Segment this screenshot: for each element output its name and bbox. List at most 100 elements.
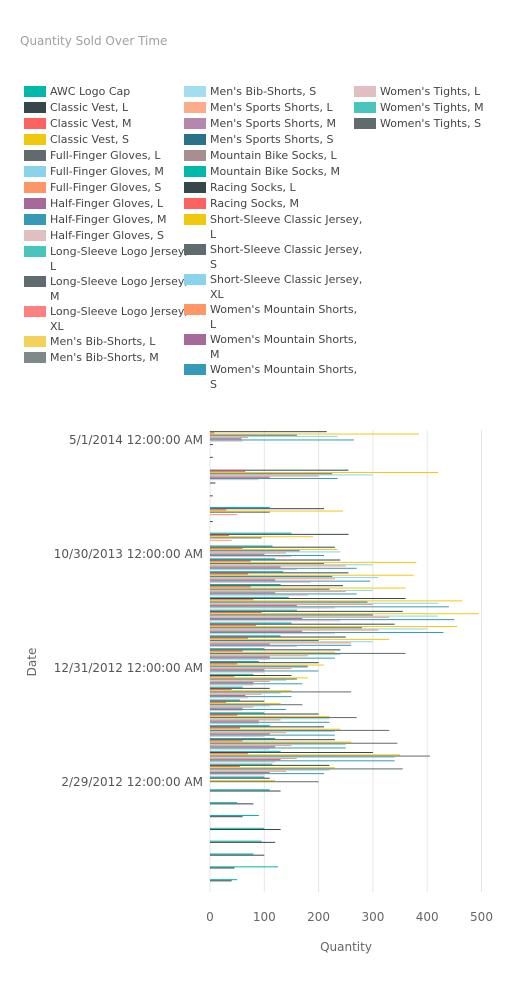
bar[interactable]	[210, 829, 281, 831]
bar[interactable]	[210, 574, 414, 576]
bar[interactable]	[210, 677, 308, 679]
bar[interactable]	[210, 747, 346, 749]
bar[interactable]	[210, 613, 479, 615]
bar[interactable]	[210, 753, 249, 755]
legend-item[interactable]: Half-Finger Gloves, S	[24, 228, 164, 243]
bar[interactable]	[210, 735, 265, 737]
bar[interactable]	[210, 580, 371, 582]
bar[interactable]	[210, 815, 259, 816]
legend-item[interactable]: Half-Finger Gloves, L	[24, 196, 163, 211]
bar[interactable]	[210, 511, 270, 513]
bar[interactable]	[210, 545, 273, 547]
bar[interactable]	[210, 577, 379, 579]
bar[interactable]	[210, 720, 259, 722]
bar[interactable]	[210, 532, 292, 534]
bar[interactable]	[210, 706, 254, 708]
bar[interactable]	[210, 771, 270, 773]
bar[interactable]	[210, 650, 243, 652]
legend-item[interactable]: Men's Bib-Shorts, L	[24, 334, 155, 349]
bar[interactable]	[210, 510, 344, 512]
bar[interactable]	[210, 679, 287, 681]
bar[interactable]	[210, 444, 213, 446]
bar[interactable]	[210, 668, 292, 670]
bar[interactable]	[210, 708, 287, 710]
bar[interactable]	[210, 738, 276, 739]
bar[interactable]	[210, 769, 330, 771]
bar[interactable]	[210, 533, 349, 535]
bar[interactable]	[210, 729, 390, 731]
bar[interactable]	[210, 739, 335, 741]
bar[interactable]	[210, 732, 287, 734]
bar[interactable]	[210, 741, 352, 743]
bar[interactable]	[210, 601, 368, 603]
bar[interactable]	[210, 588, 330, 590]
bar[interactable]	[210, 607, 335, 609]
bar[interactable]	[210, 479, 259, 481]
bar[interactable]	[210, 683, 303, 685]
bar[interactable]	[210, 593, 357, 595]
bar[interactable]	[210, 755, 430, 757]
bar[interactable]	[210, 754, 401, 756]
bar[interactable]	[210, 546, 335, 548]
bar[interactable]	[210, 550, 300, 552]
bar[interactable]	[210, 766, 240, 768]
bar[interactable]	[210, 559, 341, 561]
bar[interactable]	[210, 712, 265, 714]
bar[interactable]	[210, 734, 335, 736]
bar[interactable]	[210, 745, 292, 747]
bar[interactable]	[210, 649, 341, 651]
bar[interactable]	[210, 866, 278, 868]
bar[interactable]	[210, 781, 319, 783]
bar[interactable]	[210, 552, 287, 554]
bar[interactable]	[210, 691, 352, 693]
bar[interactable]	[210, 803, 254, 805]
bar[interactable]	[210, 740, 243, 742]
bar[interactable]	[210, 710, 243, 712]
bar[interactable]	[210, 648, 265, 650]
bar[interactable]	[210, 589, 373, 591]
bar[interactable]	[210, 652, 406, 654]
bar[interactable]	[210, 567, 357, 569]
bar[interactable]	[210, 767, 335, 769]
bar[interactable]	[210, 469, 349, 471]
bar[interactable]	[210, 537, 262, 539]
bar[interactable]	[210, 551, 341, 553]
bar[interactable]	[210, 664, 325, 666]
bar[interactable]	[210, 558, 276, 560]
bar[interactable]	[210, 470, 246, 472]
bar[interactable]	[210, 718, 330, 720]
legend-item[interactable]: Long-Sleeve Logo Jersey, XL	[24, 304, 188, 334]
legend-item[interactable]: Women's Tights, S	[354, 116, 481, 131]
bar[interactable]	[210, 689, 232, 691]
bar[interactable]	[210, 568, 297, 570]
legend-item[interactable]: Long-Sleeve Logo Jersey, L	[24, 244, 188, 274]
bar[interactable]	[210, 658, 270, 660]
bar[interactable]	[210, 578, 335, 580]
legend-item[interactable]: Short-Sleeve Classic Jersey, S	[184, 242, 362, 272]
bar[interactable]	[210, 776, 265, 778]
bar[interactable]	[210, 671, 265, 673]
bar[interactable]	[210, 563, 325, 565]
bar[interactable]	[210, 644, 352, 646]
bar[interactable]	[210, 880, 232, 882]
bar[interactable]	[210, 433, 420, 435]
legend-item[interactable]: Short-Sleeve Classic Jersey, L	[184, 212, 362, 242]
bar[interactable]	[210, 600, 463, 602]
bar[interactable]	[210, 707, 243, 709]
bar[interactable]	[210, 636, 346, 638]
bar[interactable]	[210, 770, 287, 772]
bar[interactable]	[210, 547, 243, 549]
bar[interactable]	[210, 561, 417, 563]
bar[interactable]	[210, 622, 292, 624]
bar[interactable]	[210, 748, 270, 750]
bar[interactable]	[210, 697, 249, 699]
bar[interactable]	[210, 521, 213, 523]
bar[interactable]	[210, 598, 406, 600]
legend-item[interactable]: Full-Finger Gloves, M	[24, 164, 164, 179]
legend-item[interactable]: AWC Logo Cap	[24, 84, 130, 99]
bar[interactable]	[210, 572, 349, 574]
bar[interactable]	[210, 768, 403, 770]
bar[interactable]	[210, 773, 325, 775]
bar[interactable]	[210, 714, 238, 716]
bar[interactable]	[210, 573, 249, 575]
